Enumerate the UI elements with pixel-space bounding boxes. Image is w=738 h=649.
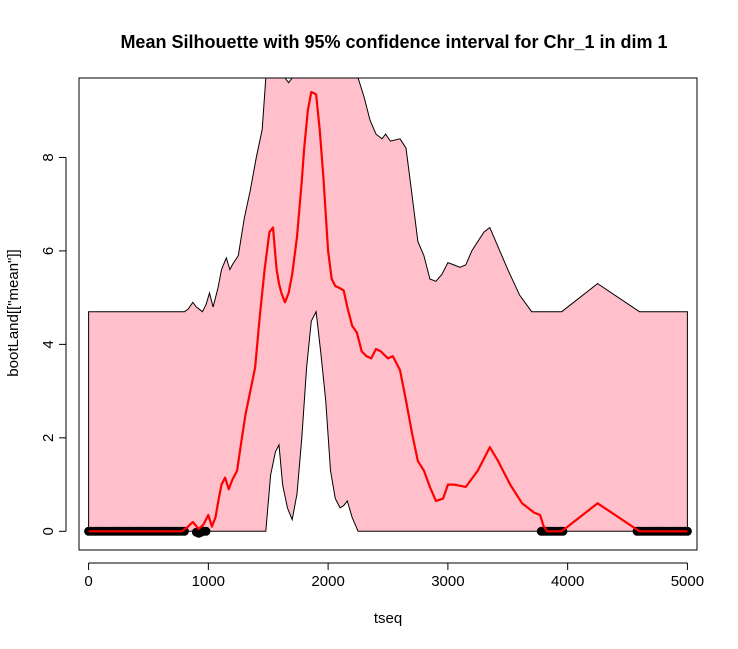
y-tick-label: 8	[40, 153, 57, 161]
x-tick-label: 2000	[311, 573, 344, 590]
chart-title: Mean Silhouette with 95% confidence inte…	[120, 32, 667, 52]
y-axis-label: bootLand[["mean"]]	[5, 249, 22, 376]
y-tick-label: 6	[40, 247, 57, 255]
x-tick-label: 3000	[431, 573, 464, 590]
x-tick-label: 0	[84, 573, 92, 590]
plot-frame	[78, 77, 698, 551]
y-tick-label: 4	[40, 340, 57, 348]
plot-area	[84, 78, 692, 538]
y-tick-label: 2	[40, 434, 57, 442]
y-axis: 0 2 4 6 8	[40, 153, 67, 535]
x-axis: 0 1000 2000 3000 4000 5000	[84, 562, 704, 590]
x-tick-label: 5000	[671, 573, 704, 590]
confidence-band	[88, 78, 688, 532]
mean-line	[88, 90, 688, 533]
x-tick-label: 1000	[192, 573, 225, 590]
x-tick-label: 4000	[551, 573, 584, 590]
zero-point	[201, 526, 211, 536]
x-axis-label: tseq	[374, 610, 402, 627]
y-tick-label: 0	[40, 527, 57, 535]
